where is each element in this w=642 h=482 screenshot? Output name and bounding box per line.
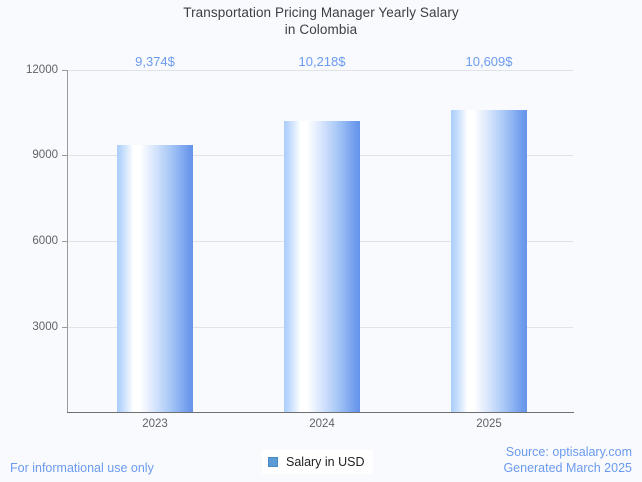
legend-label: Salary in USD xyxy=(286,455,365,469)
y-tick-mark-6000 xyxy=(62,241,67,242)
y-tick-mark-9000 xyxy=(62,155,67,156)
chart-title-line-2: in Colombia xyxy=(284,22,358,37)
y-axis-labels: 12000 9000 6000 3000 xyxy=(0,0,58,482)
x-tick-label-2025: 2025 xyxy=(476,418,502,430)
gridline-12000 xyxy=(68,70,573,71)
value-label-2023: 9,374$ xyxy=(135,54,175,69)
bar-2025[interactable] xyxy=(451,109,527,412)
value-label-2024: 10,218$ xyxy=(298,54,346,69)
plot-area xyxy=(68,70,573,412)
legend-swatch-icon xyxy=(268,457,278,467)
y-axis-line xyxy=(67,70,68,413)
chart-title: Transportation Pricing Manager Yearly Sa… xyxy=(0,4,642,38)
x-axis-line xyxy=(67,412,574,413)
disclaimer-text: For informational use only xyxy=(10,461,154,475)
generated-text: Generated March 2025 xyxy=(503,461,632,475)
y-tick-mark-3000 xyxy=(62,327,67,328)
y-tick-mark-12000 xyxy=(62,70,67,71)
chart-title-line-1: Transportation Pricing Manager Yearly Sa… xyxy=(183,5,459,20)
source-block: Source: optisalary.com Generated March 2… xyxy=(503,444,632,476)
chart-legend[interactable]: Salary in USD xyxy=(262,450,373,474)
x-tick-label-2024: 2024 xyxy=(309,418,335,430)
value-label-2025: 10,609$ xyxy=(465,54,513,69)
bar-2023[interactable] xyxy=(117,144,193,412)
source-text: Source: optisalary.com xyxy=(505,445,632,459)
y-tick-label-6000: 6000 xyxy=(32,235,58,247)
y-tick-label-9000: 9000 xyxy=(32,149,58,161)
y-tick-label-3000: 3000 xyxy=(32,321,58,333)
x-tick-label-2023: 2023 xyxy=(142,418,168,430)
y-tick-label-12000: 12000 xyxy=(26,64,58,76)
bar-2024[interactable] xyxy=(284,120,360,412)
